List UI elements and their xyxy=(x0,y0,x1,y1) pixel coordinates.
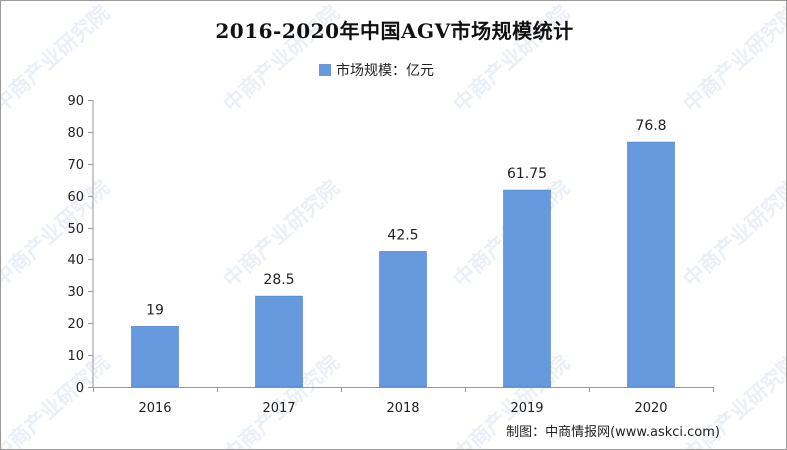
y-tick-label: 40 xyxy=(67,253,84,268)
x-tick-label: 2020 xyxy=(634,401,667,416)
bar xyxy=(627,141,675,388)
bar-value-label: 19 xyxy=(146,302,164,318)
y-tick-label: 60 xyxy=(67,190,84,205)
bar-value-label: 76.8 xyxy=(635,118,666,134)
bar xyxy=(503,189,551,388)
x-tick-label: 2016 xyxy=(138,401,171,416)
y-axis: 0 10 20 30 40 50 60 70 80 90 xyxy=(67,94,94,396)
x-tick-label: 2017 xyxy=(262,401,295,416)
y-tick-label: 50 xyxy=(67,222,84,237)
source-note: 制图：中商情报网(www.askci.com) xyxy=(506,425,720,440)
legend-swatch xyxy=(319,64,331,76)
x-tick-label: 2019 xyxy=(510,401,543,416)
x-tick-label: 2018 xyxy=(386,401,419,416)
chart-title: 2016-2020年中国AGV市场规模统计 xyxy=(215,19,574,43)
bar xyxy=(131,326,179,388)
bar-value-label: 28.5 xyxy=(263,272,294,288)
bar-value-label: 42.5 xyxy=(387,227,418,243)
y-tick-label: 30 xyxy=(67,285,84,300)
y-tick-label: 0 xyxy=(76,381,84,396)
bar-chart: 0 10 20 30 40 50 60 70 80 90 2016 2017 2018 2019 2020… xyxy=(67,94,714,416)
legend: 市场规模：亿元 xyxy=(319,61,434,79)
legend-label: 市场规模：亿元 xyxy=(336,63,434,79)
bar-value-label: 61.75 xyxy=(507,166,547,182)
y-tick-label: 10 xyxy=(67,349,84,364)
x-axis: 2016 2017 2018 2019 2020 xyxy=(93,387,714,416)
data-labels: 19 28.5 42.5 61.75 76.8 xyxy=(146,118,667,318)
bar xyxy=(255,295,303,388)
bar xyxy=(379,251,427,388)
y-tick-label: 90 xyxy=(67,94,84,109)
bar-series xyxy=(131,141,675,388)
y-tick-label: 80 xyxy=(67,126,84,141)
y-tick-label: 70 xyxy=(67,158,84,173)
y-tick-label: 20 xyxy=(67,317,84,332)
